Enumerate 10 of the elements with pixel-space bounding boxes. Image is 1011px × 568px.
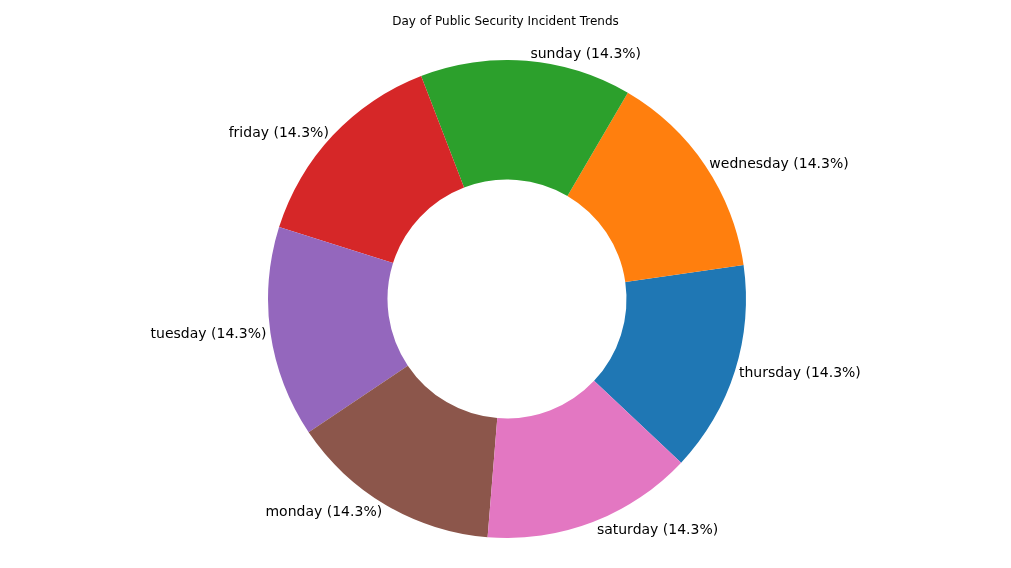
slice-label: thursday (14.3%) (738, 363, 861, 380)
donut-slice (268, 227, 408, 433)
slice-label: tuesday (14.3%) (150, 325, 267, 342)
slice-label: sunday (14.3%) (530, 44, 642, 61)
slice-label: friday (14.3%) (228, 123, 329, 140)
donut-slice (421, 60, 628, 196)
slice-label: wednesday (14.3%) (709, 155, 849, 172)
chart-title: Day of Public Security Incident Trends (392, 14, 619, 29)
slice-label: monday (14.3%) (265, 503, 383, 520)
slice-label: saturday (14.3%) (596, 521, 719, 538)
